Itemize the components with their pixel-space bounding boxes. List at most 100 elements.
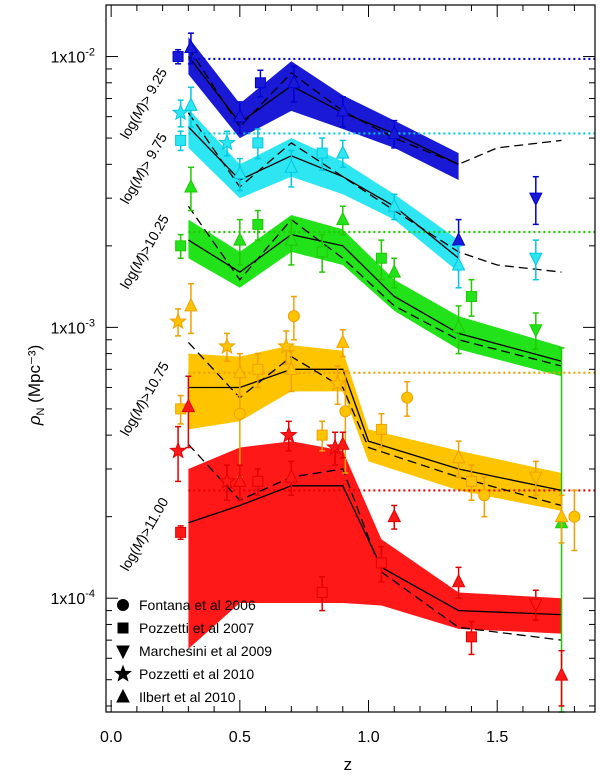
data-point-36: [277, 337, 296, 355]
data-point-6: [387, 125, 402, 139]
dashed-line-2: [187, 205, 562, 367]
data-point-2: [184, 39, 198, 53]
data-point-27: [233, 231, 247, 246]
data-point-8: [528, 192, 543, 207]
legend-marker-3: [114, 664, 132, 682]
legend-label-4: Ilbert et al 2010: [139, 689, 236, 705]
shaded-bands: [188, 37, 562, 649]
data-point-35: [218, 337, 236, 355]
data-point-71: [554, 666, 569, 681]
x-tick-label-1: 0.5: [229, 729, 251, 746]
median-line-4: [188, 485, 562, 616]
data-point-47: [478, 489, 491, 502]
data-point-24: [375, 252, 387, 264]
data-point-39: [252, 363, 264, 375]
data-point-4: [287, 74, 301, 89]
legend-label-3: Pozzetti et al 2010: [139, 666, 254, 682]
band-0: [188, 37, 459, 180]
data-point-63: [375, 557, 387, 569]
legend-marker-4: [116, 688, 130, 703]
data-point-62: [316, 586, 328, 598]
data-points: [169, 32, 581, 713]
band-label-0: log(M)> 9.25: [117, 65, 170, 142]
data-point-68: [335, 436, 350, 450]
y-axis-title: ρN (Mpc⁻³): [25, 345, 47, 427]
data-point-17: [335, 144, 350, 159]
data-point-11: [175, 134, 187, 146]
x-tick-label-2: 1.0: [357, 729, 379, 746]
data-point-31: [451, 319, 466, 333]
data-point-51: [284, 361, 299, 375]
data-point-66: [233, 473, 247, 487]
dashed-line-0: [187, 47, 562, 166]
data-point-46: [401, 391, 414, 404]
legend-marker-2: [116, 645, 130, 660]
data-point-40: [316, 429, 328, 441]
band-label-2: log(M)>10.25: [117, 212, 172, 292]
band-label-1: log(M)> 9.75: [117, 130, 170, 207]
data-point-13: [316, 147, 328, 159]
data-point-44: [287, 310, 300, 323]
y-tick-label-1: 1x10-3: [51, 317, 95, 337]
data-point-65: [181, 398, 196, 413]
data-point-3: [233, 108, 247, 123]
data-point-20: [528, 252, 543, 267]
data-point-37: [328, 374, 347, 392]
data-point-29: [335, 211, 350, 226]
band-4: [188, 441, 562, 649]
data-point-72: [528, 598, 543, 613]
data-point-1: [254, 77, 266, 89]
data-point-54: [554, 508, 569, 523]
y-tick-label-2: 1x10-2: [51, 47, 95, 67]
data-point-16: [284, 159, 299, 173]
data-point-14: [184, 97, 198, 111]
x-tick-label-0: 0.0: [100, 729, 122, 746]
axes: 0.0 0.5 1.0 1.5 1x10-4 1x10-3 1x10-2 z ρN (Mpc⁻³…: [25, 4, 596, 774]
data-point-0: [172, 51, 184, 63]
data-point-67: [284, 468, 299, 483]
data-point-61: [252, 475, 264, 487]
data-point-45: [339, 405, 352, 418]
data-point-15: [233, 165, 247, 179]
data-point-58: [279, 425, 298, 443]
data-point-41: [375, 423, 387, 435]
x-tick-label-3: 1.5: [486, 729, 508, 746]
data-point-56: [169, 441, 188, 459]
data-point-25: [465, 291, 477, 303]
data-point-64: [465, 631, 477, 643]
median-line-1: [187, 126, 460, 259]
data-point-18: [387, 198, 402, 212]
band-3: [188, 345, 562, 511]
data-point-42: [465, 475, 477, 487]
data-point-57: [218, 471, 236, 489]
data-point-43: [233, 407, 246, 420]
legend-label-2: Marchesini et al 2009: [139, 643, 272, 659]
data-point-49: [184, 297, 198, 312]
band-label-3: log(M)>10.75: [117, 359, 172, 439]
legend-marker-1: [117, 622, 129, 634]
legend-label-1: Pozzetti et al 2007: [139, 620, 254, 636]
legend: Fontana et al 2006 Pozzetti et al 2007 Mar…: [114, 597, 272, 705]
data-point-34: [169, 312, 188, 330]
data-point-28: [284, 231, 299, 246]
data-point-22: [252, 218, 264, 230]
data-point-21: [175, 240, 187, 252]
plot-frame: [105, 4, 596, 713]
data-point-30: [387, 263, 402, 278]
data-point-5: [335, 102, 350, 117]
data-point-33: [528, 324, 543, 338]
data-point-23: [316, 246, 328, 258]
data-point-69: [387, 508, 402, 523]
data-point-70: [451, 573, 466, 588]
legend-label-0: Fontana et al 2006: [139, 597, 256, 613]
data-point-60: [175, 526, 187, 538]
median-line-0: [187, 56, 459, 165]
data-point-26: [184, 178, 198, 193]
data-point-55: [528, 471, 543, 486]
data-point-52: [335, 334, 350, 348]
dashed-line-1: [187, 112, 562, 273]
data-point-19: [451, 256, 466, 271]
legend-marker-0: [117, 599, 129, 611]
